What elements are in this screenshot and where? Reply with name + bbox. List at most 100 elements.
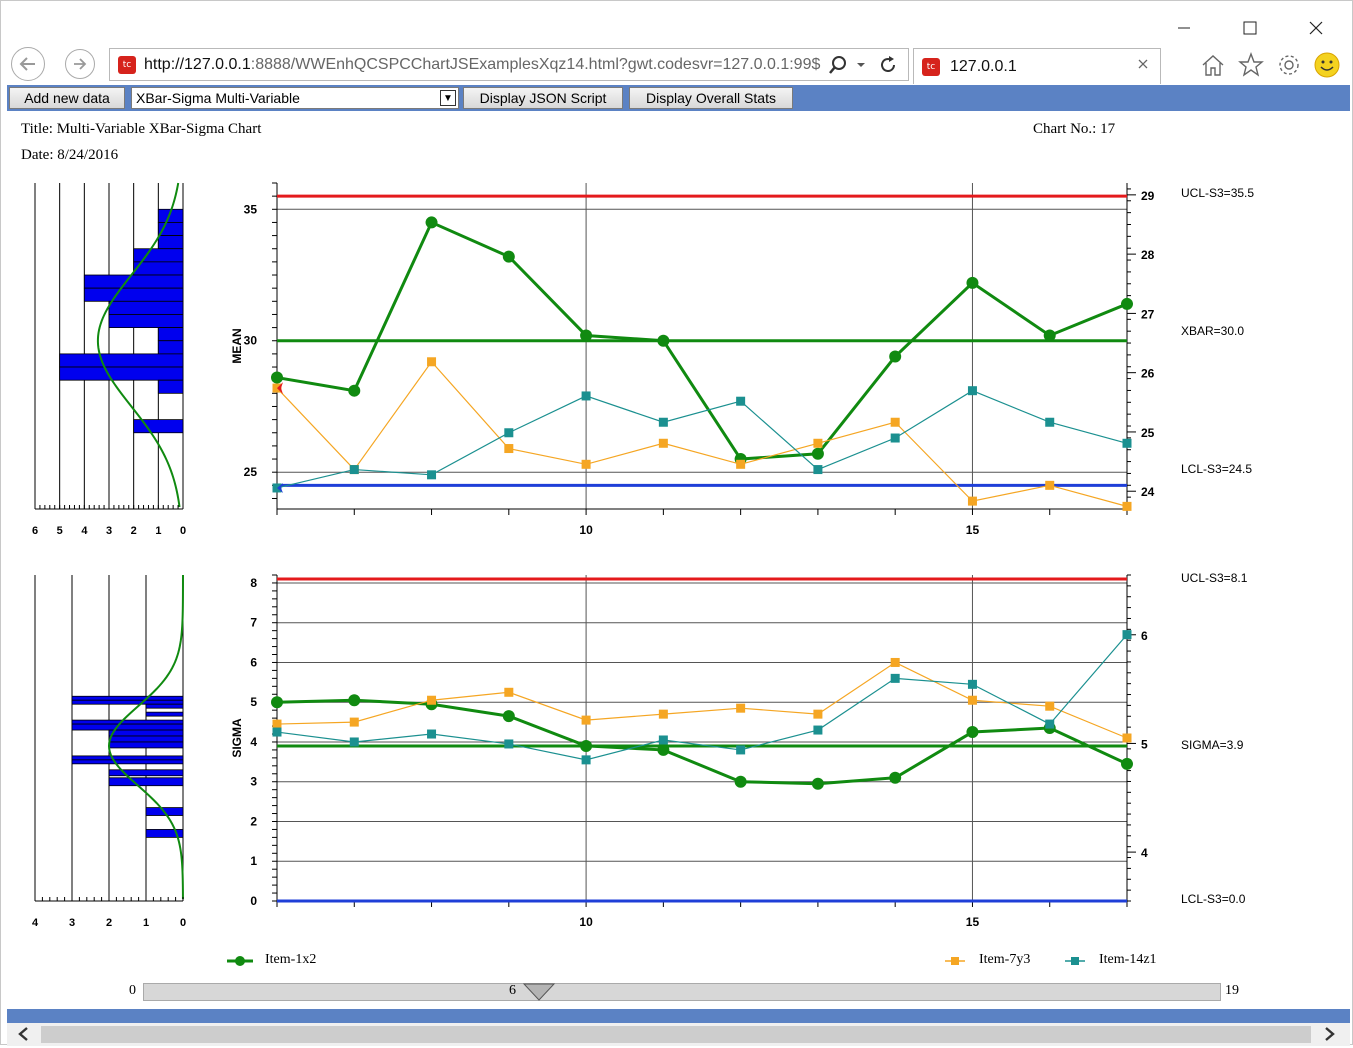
scroll-thumb-icon[interactable]	[522, 983, 556, 1001]
data-point	[271, 696, 283, 709]
forward-icon[interactable]	[65, 49, 95, 79]
hist-bar	[108, 300, 184, 315]
data-point	[349, 717, 359, 727]
hist-bar	[83, 274, 184, 289]
hist-bar	[157, 235, 184, 250]
home-icon[interactable]	[1199, 51, 1227, 79]
legend-item-3: Item-14z1	[1063, 951, 1173, 971]
display-json-button[interactable]: Display JSON Script	[463, 87, 623, 109]
data-point	[890, 417, 900, 427]
data-point	[890, 433, 900, 443]
data-point	[1121, 297, 1133, 310]
maximize-icon[interactable]	[1235, 13, 1265, 43]
data-point	[811, 777, 824, 790]
data-point	[425, 216, 438, 229]
scroll-left-icon[interactable]	[15, 1025, 33, 1048]
chevron-down-icon[interactable]: ▼	[440, 90, 456, 106]
page-horizontal-scrollbar[interactable]	[7, 1023, 1350, 1046]
limit-label: UCL-S3=8.1	[1181, 571, 1248, 585]
limit-label: LCL-S3=24.5	[1181, 462, 1252, 476]
url-field[interactable]: tc http://127.0.0.1:8888/WWEnhQCSPCChart…	[109, 48, 909, 81]
y2-tick-label: 29	[1141, 189, 1155, 203]
data-point	[736, 459, 746, 469]
range-scrollbar[interactable]	[143, 983, 1221, 1001]
url-rest: :8888/WWEnhQCSPCChartJSExamplesXqz14.htm…	[250, 55, 821, 73]
data-point	[658, 417, 668, 427]
data-point	[658, 735, 668, 745]
data-point	[504, 444, 514, 454]
data-point	[580, 329, 593, 342]
hist-bar	[108, 735, 184, 743]
x-tick-label: 10	[579, 915, 593, 929]
legend-marker-square-icon	[945, 957, 965, 965]
y2-tick-label: 4	[1141, 846, 1148, 860]
data-point	[427, 470, 437, 480]
display-stats-button[interactable]: Display Overall Stats	[629, 87, 793, 109]
data-point	[813, 725, 823, 735]
data-point	[504, 739, 514, 749]
hist-bar	[71, 719, 184, 725]
data-point	[657, 743, 670, 756]
y-tick-label: 1	[250, 854, 257, 868]
data-point	[889, 350, 902, 363]
y-tick-label: 7	[250, 616, 257, 630]
smiley-icon[interactable]	[1313, 51, 1341, 79]
y-tick-label: 35	[244, 202, 258, 216]
x-tick-label: 15	[966, 523, 980, 537]
data-point	[348, 384, 361, 397]
search-icon[interactable]	[827, 54, 849, 76]
data-point	[581, 755, 591, 765]
data-point	[1045, 701, 1055, 711]
data-point	[813, 465, 823, 475]
data-point	[1122, 438, 1132, 448]
limit-label: XBAR=30.0	[1181, 324, 1244, 338]
gear-icon[interactable]	[1275, 51, 1303, 79]
hist-bar	[145, 703, 184, 709]
y-axis-label: SIGMA	[230, 718, 244, 758]
refresh-icon[interactable]	[877, 54, 899, 76]
hist-tick-label: 6	[32, 525, 38, 537]
minimize-icon[interactable]	[1169, 13, 1199, 43]
hist-bar	[108, 314, 184, 328]
y2-tick-label: 27	[1141, 307, 1155, 321]
scroll-track[interactable]	[41, 1026, 1311, 1043]
hist-tick-label: 1	[155, 525, 161, 537]
hist-bar	[59, 366, 184, 381]
data-point	[427, 729, 437, 739]
address-area: tc http://127.0.0.1:8888/WWEnhQCSPCChart…	[9, 45, 909, 85]
hist-normal-curve	[96, 182, 181, 508]
data-point	[502, 250, 515, 263]
alarm-marker-icon	[277, 382, 283, 395]
y-tick-label: 2	[250, 814, 257, 828]
star-icon[interactable]	[1237, 51, 1265, 79]
add-new-data-button[interactable]: Add new data	[9, 87, 125, 109]
y2-tick-label: 24	[1141, 485, 1155, 499]
data-point	[658, 709, 668, 719]
hist-normal-curve	[107, 574, 184, 900]
close-tab-icon[interactable]	[1136, 57, 1150, 76]
y2-tick-label: 25	[1141, 426, 1155, 440]
hist-bar	[157, 379, 184, 394]
data-point	[967, 496, 977, 506]
limit-label: LCL-S3=0.0	[1181, 892, 1246, 906]
browser-tab[interactable]: tc 127.0.0.1	[913, 48, 1161, 84]
hist-bar	[71, 759, 184, 765]
hist-bar	[108, 729, 184, 737]
scroll-right-icon[interactable]	[1320, 1025, 1338, 1048]
data-point	[581, 459, 591, 469]
hist-bar	[108, 777, 184, 787]
data-point	[967, 679, 977, 689]
hist-tick-label: 5	[57, 525, 63, 537]
hist-bar	[108, 741, 184, 749]
data-point	[967, 386, 977, 396]
close-icon[interactable]	[1301, 13, 1331, 43]
dropdown-icon[interactable]	[855, 58, 867, 70]
back-icon[interactable]	[11, 47, 45, 81]
chart-type-select[interactable]: XBar-Sigma Multi-Variable ▼	[131, 87, 459, 109]
chart-number: Chart No.: 17	[1033, 121, 1116, 137]
data-point	[1045, 417, 1055, 427]
data-point	[504, 687, 514, 697]
series-line-2	[276, 390, 1128, 489]
chart-date: Date: 8/24/2016	[21, 147, 119, 163]
